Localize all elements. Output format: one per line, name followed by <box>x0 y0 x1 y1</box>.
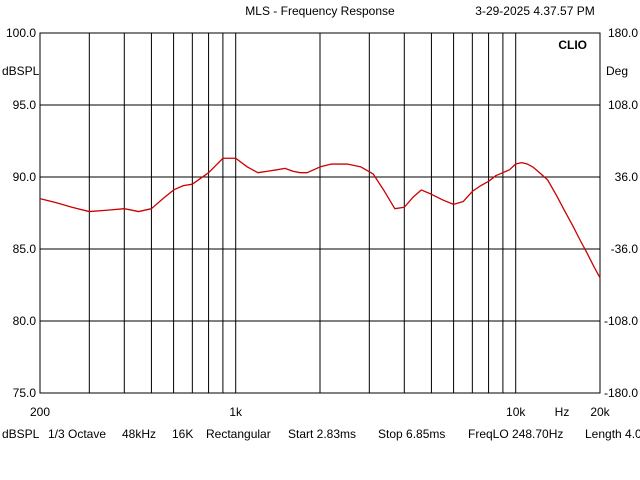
x-unit-label: Hz <box>555 405 570 419</box>
y-tick-label: 90.0 <box>13 170 37 184</box>
footer-item: Length 4.02ms <box>585 427 640 441</box>
grid-lines <box>40 33 600 393</box>
y2-axis-label: Deg <box>606 64 628 78</box>
chart-timestamp: 3-29-2025 4.37.57 PM <box>475 4 594 18</box>
response-curve <box>39 157 601 279</box>
footer-item: 48kHz <box>122 427 156 441</box>
y2-tick-label: 36.0 <box>615 170 639 184</box>
x-tick-label: 20k <box>590 405 610 419</box>
x-tick-label: 10k <box>506 405 526 419</box>
footer-info: dBSPL 1/3 Octave 48kHz 16K Rectangular Start … <box>2 427 640 441</box>
footer-item: Start 2.83ms <box>288 427 356 441</box>
y-tick-label: 95.0 <box>13 98 37 112</box>
y2-tick-label: -36.0 <box>611 242 639 256</box>
footer-item: 16K <box>172 427 193 441</box>
x-tick-label: 1k <box>229 405 243 419</box>
y2-tick-label: 108.0 <box>608 98 638 112</box>
footer-item: Stop 6.85ms <box>378 427 445 441</box>
chart-title: MLS - Frequency Response <box>245 4 395 18</box>
footer-item: Rectangular <box>206 427 271 441</box>
series-group <box>39 157 601 279</box>
x-axis: 200 1k 10k 20k <box>30 405 611 419</box>
y-tick-label: 75.0 <box>13 386 37 400</box>
y-axis-right: 180.0 108.0 36.0 -36.0 -108.0 -180.0 <box>604 26 638 400</box>
x-tick-label: 200 <box>30 405 50 419</box>
y2-tick-label: -108.0 <box>604 314 638 328</box>
y-tick-label: 85.0 <box>13 242 37 256</box>
plot-frame <box>39 32 601 394</box>
y-axis-label: dBSPL <box>2 64 40 78</box>
y-tick-label: 100.0 <box>6 26 36 40</box>
clio-badge: CLIO <box>558 38 587 52</box>
footer-item: dBSPL <box>2 427 40 441</box>
y-axis-left: 100.0 95.0 90.0 85.0 80.0 75.0 <box>6 26 36 400</box>
footer-item: FreqLO 248.70Hz <box>468 427 563 441</box>
y2-tick-label: -180.0 <box>604 386 638 400</box>
footer-item: 1/3 Octave <box>48 427 106 441</box>
y2-tick-label: 180.0 <box>608 26 638 40</box>
y-tick-label: 80.0 <box>13 314 37 328</box>
